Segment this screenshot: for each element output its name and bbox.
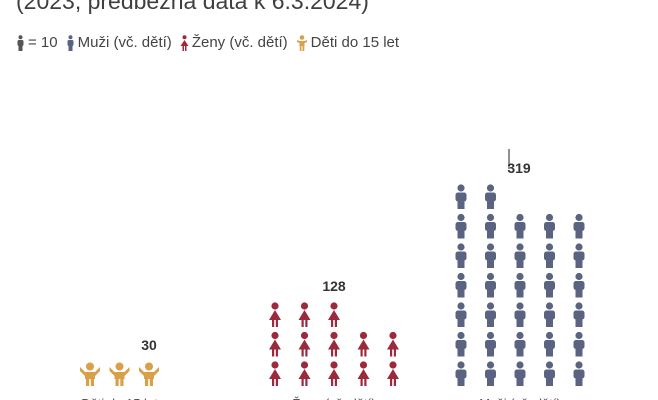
man-icon: [544, 331, 555, 357]
legend-item-children[interactable]: Děti do 15 let: [296, 34, 399, 51]
value-label: 319: [507, 160, 531, 176]
woman-icon: [269, 361, 281, 386]
man-icon: [485, 361, 496, 386]
child-icon: [139, 362, 159, 386]
man-icon: [514, 213, 526, 239]
man-icon: [67, 34, 74, 51]
woman-icon: [387, 361, 399, 386]
man-icon: [544, 361, 555, 386]
man-icon: [514, 243, 526, 268]
man-icon: [544, 302, 555, 327]
man-icon: [514, 302, 526, 327]
legend-label: Ženy (vč. dětí): [191, 34, 288, 51]
man-icon: [544, 243, 555, 268]
man-icon: [544, 272, 555, 298]
man-icon: [455, 302, 467, 327]
woman-icon: [328, 361, 340, 386]
man-icon: [573, 302, 585, 327]
chart-subtitle: (2023, předběžná data k 6.3.2024): [16, 0, 369, 14]
woman-icon: [298, 302, 311, 327]
legend-unit: = 10: [16, 34, 58, 51]
woman-icon: [180, 34, 189, 51]
man-icon: [455, 272, 467, 298]
child-icon: [80, 362, 100, 386]
man-icon: [455, 331, 467, 357]
man-icon: [485, 272, 496, 298]
man-icon: [455, 213, 467, 239]
man-icon: [485, 184, 496, 209]
woman-icon: [269, 302, 281, 327]
man-icon: [544, 213, 555, 239]
legend-unit-label: = 10: [28, 34, 58, 51]
man-icon: [485, 213, 496, 239]
category-label: Muži (vč. dětí): [479, 396, 561, 400]
category-label: Děti do 15 let: [81, 396, 158, 400]
category-label: Ženy (vč. dětí): [292, 396, 375, 400]
woman-icon: [269, 331, 281, 357]
woman-icon: [298, 361, 311, 386]
child-icon: [109, 362, 130, 386]
legend-label: Děti do 15 let: [310, 34, 400, 51]
man-icon: [573, 243, 585, 268]
man-icon: [455, 243, 467, 268]
man-icon: [455, 184, 467, 209]
man-icon: [485, 302, 496, 327]
man-icon: [485, 243, 496, 268]
legend-label: Muži (vč. dětí): [77, 34, 172, 51]
man-icon: [514, 331, 526, 357]
man-icon: [573, 213, 585, 239]
man-icon: [573, 361, 585, 386]
man-icon: [485, 331, 496, 357]
child-icon: [296, 34, 307, 51]
woman-icon: [357, 361, 370, 386]
man-icon: [514, 361, 526, 386]
legend-item-men[interactable]: Muži (vč. dětí): [66, 34, 172, 51]
man-icon: [514, 272, 526, 298]
woman-icon: [357, 331, 370, 357]
person-icon: [17, 34, 24, 51]
value-label: 30: [141, 337, 157, 353]
woman-icon: [298, 331, 311, 357]
man-icon: [573, 331, 585, 357]
legend-item-women[interactable]: Ženy (vč. dětí): [180, 34, 288, 51]
value-label: 128: [322, 278, 346, 294]
man-icon: [455, 361, 467, 386]
man-icon: [573, 272, 585, 298]
woman-icon: [387, 331, 399, 357]
woman-icon: [328, 331, 340, 357]
legend: = 10 Muži (vč. dětí) Ženy (vč. dětí) Dět…: [16, 34, 407, 51]
woman-icon: [328, 302, 340, 327]
